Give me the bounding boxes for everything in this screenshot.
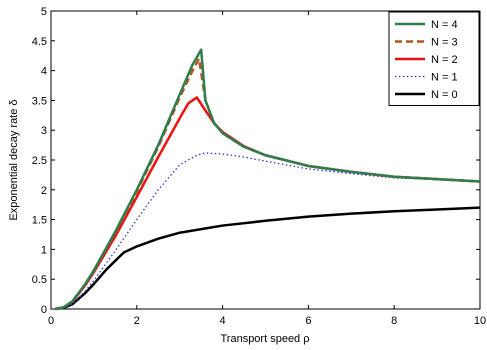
x-tick-label: 6 bbox=[305, 315, 311, 327]
series-layer bbox=[55, 48, 481, 311]
y-tick-label: 3.5 bbox=[32, 95, 47, 107]
legend-label: N = 4 bbox=[431, 19, 458, 31]
legend-label: N = 0 bbox=[431, 89, 458, 101]
legend-label: N = 2 bbox=[431, 54, 458, 66]
y-tick-label: 1.5 bbox=[32, 215, 47, 227]
y-tick-label: 5 bbox=[41, 6, 47, 18]
y-axis-label: Exponential decay rate δ bbox=[8, 99, 20, 220]
y-tick-label: 0.5 bbox=[32, 274, 47, 286]
y-tick-label: 4.5 bbox=[32, 36, 47, 48]
y-tick-label: 2 bbox=[41, 185, 47, 197]
y-tick-label: 0 bbox=[41, 304, 47, 316]
x-tick-label: 4 bbox=[220, 315, 226, 327]
x-tick-label: 8 bbox=[391, 315, 397, 327]
x-axis-label: Transport speed ρ bbox=[220, 333, 309, 345]
x-tick-label: 10 bbox=[474, 315, 486, 327]
legend-label: N = 3 bbox=[431, 37, 458, 49]
legend-label: N = 1 bbox=[431, 72, 458, 84]
y-tick-label: 1 bbox=[41, 244, 47, 256]
x-tick-label: 2 bbox=[134, 315, 140, 327]
y-tick-label: 3 bbox=[41, 125, 47, 137]
series-line-n-1 bbox=[55, 152, 481, 310]
series-line-n-4 bbox=[55, 48, 481, 311]
series-line-n-0 bbox=[55, 206, 481, 311]
x-tick-label: 0 bbox=[48, 315, 54, 327]
y-axis: 0 0.5 1 1.5 2 2.5 3 3.5 4 4.5 5 bbox=[32, 6, 480, 316]
x-axis: 0 2 4 6 8 10 bbox=[48, 11, 486, 327]
y-tick-label: 4 bbox=[41, 66, 47, 78]
y-tick-label: 2.5 bbox=[32, 155, 47, 167]
legend: N = 4 N = 3 N = 2 N = 1 N = 0 bbox=[388, 11, 480, 106]
